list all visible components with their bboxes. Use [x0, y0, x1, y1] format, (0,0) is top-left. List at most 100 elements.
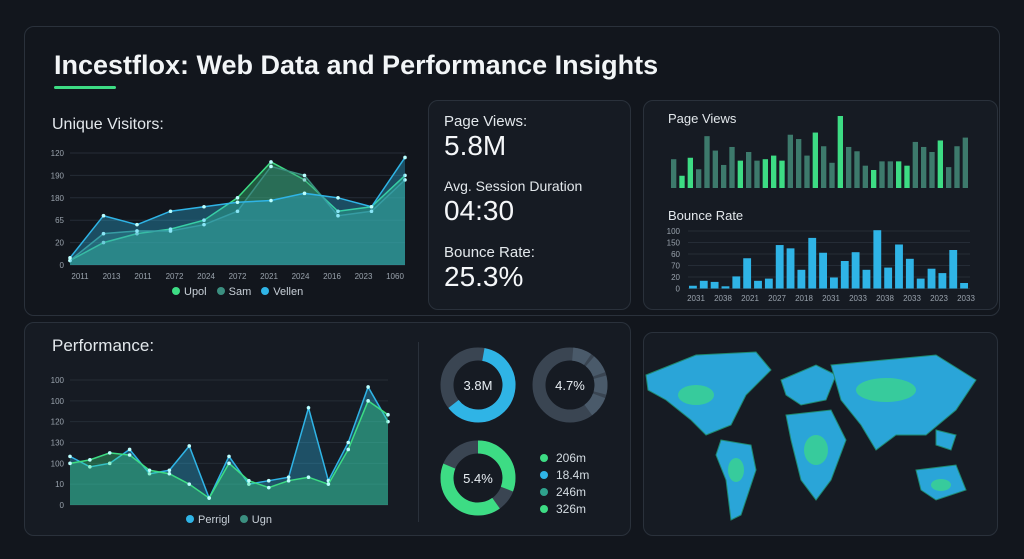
data-point — [88, 458, 92, 462]
data-point — [366, 399, 370, 403]
pageviews-bar — [946, 167, 952, 188]
stat-value-session: 04:30 — [444, 195, 515, 226]
pageviews-bar — [887, 161, 893, 188]
bounce-bar — [689, 285, 697, 289]
divider — [418, 342, 419, 522]
y-tick-label: 0 — [60, 261, 65, 270]
x-tick-label: 2024 — [197, 272, 215, 281]
pageviews-bar — [929, 152, 935, 188]
y-tick-label: 120 — [51, 149, 65, 158]
x-tick-label: 2018 — [795, 294, 813, 303]
data-point — [68, 256, 72, 260]
visitors-title: Unique Visitors: — [52, 116, 164, 133]
data-point — [306, 405, 311, 410]
data-point — [269, 160, 273, 164]
visitors-legend: Upol Sam Vellen — [172, 286, 303, 298]
y-tick-label: 100 — [667, 227, 681, 236]
pageviews-bar — [821, 146, 827, 188]
data-point — [68, 461, 72, 466]
stat-label-bounce: Bounce Rate: — [444, 244, 535, 261]
donut-value-bounce: 5.4% — [463, 471, 493, 486]
x-tick-label: 2033 — [957, 294, 975, 303]
data-point — [135, 229, 139, 233]
bounce-bar — [786, 248, 795, 289]
x-tick-label: 2016 — [323, 272, 341, 281]
title-underline — [54, 86, 116, 89]
bounce-bar — [960, 283, 968, 289]
bounce-bar — [895, 244, 903, 289]
stats-panel — [428, 100, 631, 310]
data-point — [336, 209, 340, 214]
pageviews-bar — [904, 165, 910, 188]
data-point — [269, 164, 273, 169]
bounce-bar — [699, 280, 708, 289]
pageviews-bar — [771, 155, 777, 188]
data-point — [135, 231, 139, 236]
donut-value-visitors: 3.8M — [463, 378, 493, 393]
performance-legend: Perrigl Ugn — [186, 514, 272, 526]
y-tick-label: 180 — [51, 194, 65, 203]
data-point — [227, 454, 231, 459]
y-tick-label: 130 — [51, 439, 65, 448]
series-area — [70, 400, 388, 505]
data-point — [107, 461, 112, 466]
legend-upol: Upol — [172, 286, 207, 298]
pageviews-bar — [962, 137, 968, 188]
bounce-bar — [873, 230, 882, 289]
x-tick-label: 1060 — [386, 272, 404, 281]
bounce-bar — [851, 252, 860, 289]
x-tick-label: 2021 — [741, 294, 759, 303]
y-tick-label: 70 — [671, 262, 680, 271]
pageviews-bar — [779, 160, 785, 188]
pageviews-bar — [862, 165, 868, 188]
series-area — [70, 166, 405, 265]
series-area — [70, 161, 405, 265]
x-tick-label: 2038 — [714, 294, 732, 303]
data-point — [135, 222, 139, 227]
data-point — [101, 240, 106, 245]
bounce-title: Bounce Rate — [668, 208, 744, 223]
pageviews-bar — [737, 160, 743, 188]
data-point — [235, 196, 240, 200]
data-point — [269, 198, 273, 203]
bounce-bar — [754, 280, 762, 289]
pageviews-bar — [879, 161, 885, 188]
x-tick-label: 2072 — [229, 272, 247, 281]
data-point — [369, 209, 374, 214]
bounce-bar — [764, 278, 773, 289]
data-point — [386, 412, 390, 417]
pageviews-bar — [762, 159, 768, 188]
data-point — [202, 204, 206, 209]
data-point — [286, 478, 291, 483]
data-point — [302, 178, 307, 182]
data-point — [107, 451, 112, 455]
data-point — [247, 482, 251, 486]
y-tick-label: 100 — [51, 459, 65, 468]
data-point — [266, 478, 271, 483]
data-point — [366, 385, 370, 389]
donut-rate — [532, 347, 608, 423]
x-tick-label: 2033 — [903, 294, 921, 303]
legend-vellen: Vellen — [261, 286, 303, 298]
data-point — [247, 478, 251, 483]
data-point — [168, 209, 173, 214]
data-point — [167, 471, 172, 476]
data-point — [306, 475, 311, 480]
main-panel — [24, 26, 1000, 316]
y-tick-label: 120 — [51, 418, 65, 427]
bounce-bar — [916, 278, 925, 289]
legend-ugn: Ugn — [239, 514, 272, 526]
bounce-bar — [819, 252, 827, 289]
pageviews-bar — [704, 136, 710, 188]
data-point — [346, 447, 351, 452]
bounce-bar — [862, 269, 871, 289]
data-point — [286, 475, 291, 480]
world-map — [645, 351, 977, 521]
bounce-bar — [808, 237, 817, 289]
page-title: Incestflox: Web Data and Performance Ins… — [54, 50, 659, 80]
data-point — [403, 178, 407, 182]
bounce-chart: 100 150 60 70 20 0 2031 2038 2021 2027 2018 2031 203… — [667, 227, 976, 303]
data-point — [207, 496, 211, 500]
x-tick-label: 2038 — [876, 294, 894, 303]
